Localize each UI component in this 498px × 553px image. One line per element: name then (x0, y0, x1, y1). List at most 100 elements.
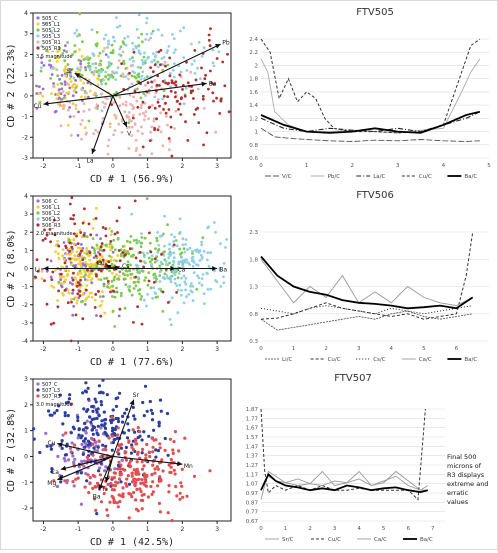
data-point (140, 451, 144, 455)
data-point (61, 90, 65, 93)
vector-label: Pb (222, 39, 230, 46)
data-point (35, 106, 39, 110)
data-point (91, 62, 94, 66)
y-tick-label: 2 (255, 63, 259, 69)
data-point (130, 212, 134, 216)
data-point (156, 128, 160, 132)
data-point (132, 287, 136, 290)
data-point (72, 237, 76, 241)
legend-label: Cs/C (373, 357, 386, 363)
data-point (131, 448, 136, 452)
data-point (101, 49, 105, 53)
data-point (98, 51, 102, 55)
data-point (98, 295, 102, 298)
loading-vector (112, 82, 207, 97)
legend: Li/C Cu/C Cs/C Ca/C Ba/C (265, 357, 477, 363)
profile-505-panel: FTV505 0.6 0.8 1 1.2 1.4 1.6 1.8 2 2.2 2.4 0 1 2 3 4 5 V/… (241, 0, 497, 186)
data-point (111, 49, 115, 52)
data-point (209, 251, 213, 254)
data-point (137, 472, 141, 476)
data-point (156, 467, 160, 471)
data-point (161, 290, 165, 294)
data-point (35, 84, 38, 88)
data-point (112, 432, 117, 436)
data-point (86, 458, 90, 462)
data-point (110, 230, 114, 233)
data-point (86, 386, 90, 390)
data-point (153, 471, 157, 475)
y-tick-label: -2 (22, 505, 28, 512)
data-point (152, 119, 156, 123)
data-point (196, 274, 199, 278)
y-tick-label: 1.3 (249, 285, 258, 291)
data-point (99, 314, 103, 318)
data-point (140, 74, 144, 78)
data-point (68, 281, 72, 285)
data-point (89, 68, 92, 72)
data-point (83, 278, 87, 281)
data-point (48, 228, 52, 231)
data-point (200, 256, 204, 259)
x-tick-label: 2 (308, 526, 312, 532)
data-point (103, 469, 107, 473)
data-point (196, 87, 200, 91)
data-point (167, 45, 171, 48)
y-tick-label: 1.37 (246, 454, 259, 460)
legend-marker (36, 394, 40, 398)
data-point (179, 260, 183, 264)
data-point (78, 259, 82, 263)
x-tick-label: 2 (350, 163, 354, 169)
data-point (131, 104, 134, 107)
data-point (127, 428, 131, 432)
legend-label: 505_R1 (42, 40, 61, 46)
data-point (169, 125, 173, 129)
x-tick-label: 2 (180, 526, 184, 533)
data-point (164, 101, 167, 105)
data-point (44, 237, 47, 240)
data-point (173, 269, 177, 273)
data-point (66, 301, 70, 305)
data-point (127, 252, 131, 256)
data-point (150, 258, 154, 262)
data-point (222, 275, 225, 279)
data-point (130, 293, 134, 297)
data-point (84, 273, 87, 276)
data-point (177, 262, 181, 266)
x-tick-label: 0 (111, 526, 115, 533)
vector-arrowhead (104, 476, 110, 483)
legend-label: 507_R3 (42, 394, 61, 400)
data-point (134, 76, 138, 80)
data-point (72, 213, 76, 217)
data-point (117, 122, 121, 126)
data-point (106, 513, 110, 518)
data-point (171, 33, 174, 36)
data-point (126, 273, 129, 277)
data-point (71, 454, 75, 458)
data-point (160, 57, 164, 60)
data-point (136, 240, 140, 244)
vector-arrowhead (57, 475, 63, 481)
data-point (52, 218, 56, 222)
data-point (118, 95, 122, 99)
legend-label: Cu/C (328, 537, 341, 543)
data-point (61, 248, 65, 251)
legend-label: 507_L3 (42, 388, 60, 394)
data-point (106, 482, 110, 486)
data-point (141, 145, 145, 149)
x-axis-label: CD # 1 (56.9%) (90, 174, 174, 185)
data-point (94, 128, 98, 132)
data-point (145, 409, 149, 413)
data-point (63, 479, 67, 483)
data-point (169, 280, 173, 284)
data-point (173, 95, 177, 99)
data-point (165, 274, 169, 278)
data-point (68, 115, 72, 119)
data-point (203, 302, 206, 305)
data-point (97, 469, 101, 473)
y-tick-label: 0 (24, 266, 28, 273)
x-tick-label: 0 (259, 346, 263, 352)
data-point (105, 508, 109, 512)
data-point (118, 467, 122, 471)
data-point (92, 256, 96, 259)
